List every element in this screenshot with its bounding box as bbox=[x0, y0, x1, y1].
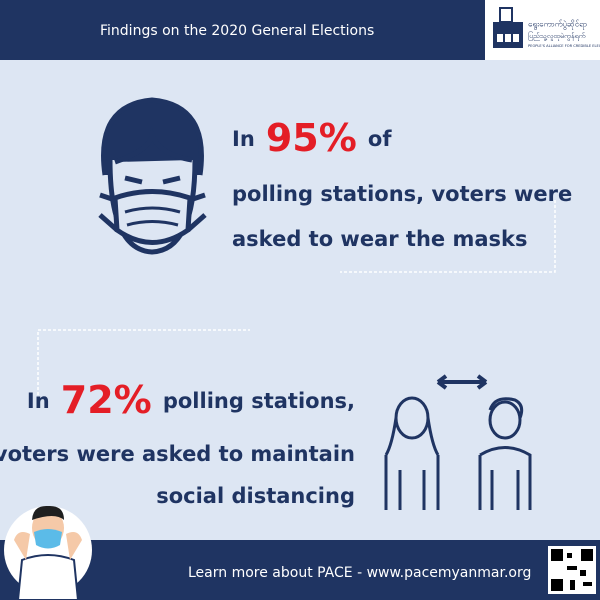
person-illustration bbox=[4, 505, 92, 600]
ballot-icon bbox=[493, 7, 523, 48]
divider bbox=[37, 329, 250, 395]
logo-line: ပြည်သူ့လူထုမဲကွန်ရက် bbox=[528, 31, 586, 41]
logo-line: ရွေးကောက်ပွဲဆိုင်ရာ bbox=[528, 19, 587, 31]
prefix: In bbox=[232, 127, 255, 151]
footer-bar bbox=[0, 540, 600, 600]
qr-code bbox=[548, 546, 596, 594]
finding-line: voters were asked to maintain bbox=[0, 442, 355, 466]
finding-line: social distancing bbox=[156, 484, 355, 508]
finding-line: polling stations, voters were bbox=[232, 182, 572, 206]
distancing-icon bbox=[384, 374, 532, 510]
prefix: In bbox=[27, 389, 50, 413]
finding-heading: In 95% of bbox=[232, 116, 392, 160]
mask-icon bbox=[98, 97, 207, 255]
logo-line: PEOPLE'S ALLIANCE FOR CREDIBLE ELECTIONS bbox=[528, 44, 600, 48]
suffix: of bbox=[368, 127, 392, 151]
divider bbox=[340, 200, 556, 273]
suffix: polling stations, bbox=[163, 389, 355, 413]
percent: 72% bbox=[61, 378, 152, 422]
percent: 95% bbox=[266, 116, 357, 160]
finding-line: asked to wear the masks bbox=[232, 227, 527, 251]
footer-text: Learn more about PACE - www.pacemyanmar.… bbox=[188, 565, 531, 581]
header-title: Findings on the 2020 General Elections bbox=[100, 23, 374, 39]
finding-heading: In 72% polling stations, bbox=[27, 378, 355, 422]
